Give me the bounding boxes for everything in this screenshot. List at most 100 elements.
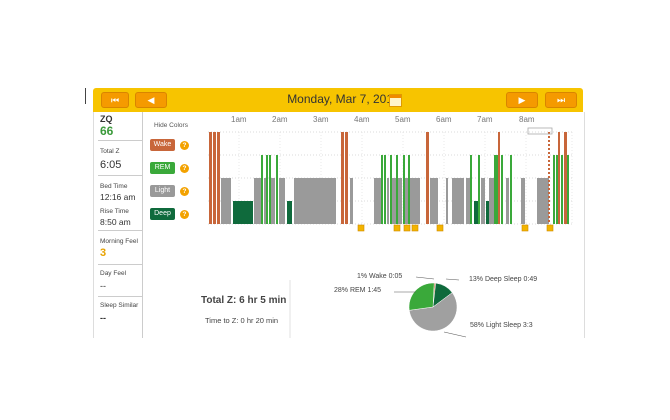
next-night-button[interactable]: ▶ (506, 92, 538, 108)
rem-bar (496, 155, 498, 224)
first-night-button[interactable]: ⏮ (101, 92, 129, 108)
rem-bar (561, 155, 563, 224)
pie-label-rem: 28% REM 1:45 (334, 287, 382, 294)
night-details-panel: ZQ 66 Total Z 6:05 Bed Time 12:16 am Ris… (93, 112, 585, 338)
arrow-left-icon: ◀ (147, 95, 155, 105)
light-help-icon[interactable]: ? (180, 187, 189, 196)
wake-bar (213, 132, 216, 224)
morning-feel-label: Morning Feel (100, 238, 138, 245)
wake-bar (426, 132, 429, 224)
last-night-button[interactable]: ⏭ (545, 92, 577, 108)
legend-light[interactable]: Light (150, 185, 175, 197)
rem-bars (261, 155, 569, 224)
light-bar (521, 178, 525, 224)
note-icon (393, 224, 401, 232)
pie-label-light: 58% Light Sleep 3:3 (470, 322, 533, 329)
pie-slice-light-sleep (408, 292, 458, 332)
hour-label-3am: 3am (313, 115, 329, 124)
skip-forward-icon: ⏭ (556, 95, 566, 105)
wake-bar (564, 132, 567, 224)
light-bar (398, 178, 402, 224)
rem-bar (494, 155, 496, 224)
total-z-summary: Total Z: 6 hr 5 min (201, 295, 287, 306)
light-bar (374, 178, 382, 224)
rem-bar (276, 155, 278, 224)
sleep-similar-label: Sleep Similar (100, 302, 139, 309)
calendar-icon[interactable] (389, 94, 402, 107)
deep-bar (486, 201, 489, 224)
wake-bar (498, 132, 500, 224)
wake-bars (209, 132, 567, 224)
deep-bar (474, 201, 478, 224)
deep-bars (233, 201, 489, 224)
hour-label-5am: 5am (395, 115, 411, 124)
note-icon (357, 224, 365, 232)
note-icon (411, 224, 419, 232)
wake-bar (217, 132, 220, 224)
light-bar (506, 178, 509, 224)
rem-bar (381, 155, 383, 224)
time-to-z-summary: Time to Z: 0 hr 20 min (205, 316, 279, 325)
rem-bar (396, 155, 398, 224)
rem-bar (261, 155, 263, 224)
light-bar (271, 178, 275, 224)
pie-label-wake: 1% Wake 0:05 (357, 273, 403, 280)
previous-night-button[interactable]: ◀ (135, 92, 167, 108)
note-icon (403, 224, 411, 232)
light-bar (537, 178, 549, 224)
rem-bar (390, 155, 392, 224)
wake-bar (345, 132, 348, 224)
total-z-label: Total Z (100, 148, 120, 155)
rem-bar (384, 155, 386, 224)
light-bar (387, 178, 389, 224)
bed-time-label: Bed Time (100, 183, 128, 190)
rem-bar (501, 155, 503, 224)
light-bar (481, 178, 485, 224)
rem-bar (269, 155, 271, 224)
hour-label-4am: 4am (354, 115, 370, 124)
light-bar (264, 178, 266, 224)
hour-label-1am: 1am (231, 115, 247, 124)
light-bar (405, 178, 408, 224)
wake-bar (209, 132, 212, 224)
rem-bar (266, 155, 268, 224)
light-bar (392, 178, 396, 224)
light-bar (294, 178, 336, 224)
morning-feel-value: 3 (100, 247, 107, 259)
day-feel-label: Day Feel (100, 270, 127, 277)
stage-pie-chart (408, 282, 458, 332)
zq-value: 66 (100, 124, 114, 138)
stats-sidebar: ZQ 66 Total Z 6:05 Bed Time 12:16 am Ris… (98, 112, 143, 338)
wake-help-icon[interactable]: ? (180, 141, 189, 150)
hour-label-7am: 7am (477, 115, 493, 124)
rem-help-icon[interactable]: ? (180, 164, 189, 173)
light-bar (279, 178, 285, 224)
legend-rem[interactable]: REM (150, 162, 175, 174)
current-date: Monday, Mar 7, 2011 (287, 92, 399, 106)
rise-time-value: 8:50 am (100, 217, 131, 227)
hour-label-6am: 6am (436, 115, 452, 124)
rem-bar (478, 155, 480, 224)
rem-bar (403, 155, 405, 224)
day-feel-value: -- (100, 281, 106, 291)
zq-label: ZQ (100, 114, 113, 124)
zeo-sleep-app: ⏮ ◀ Monday, Mar 7, 2011 ▶ ⏭ ZQ 66 Total … (93, 88, 585, 338)
legend-wake[interactable]: Wake (150, 139, 175, 151)
wake-bar (558, 132, 560, 224)
legend-deep[interactable]: Deep (150, 208, 175, 220)
light-bar (466, 178, 470, 224)
deep-help-icon[interactable]: ? (180, 210, 189, 219)
light-bar (430, 178, 438, 224)
pie-slice-rem (408, 282, 435, 311)
note-icon (521, 224, 529, 232)
deep-bar (287, 201, 292, 224)
rem-bar (470, 155, 472, 224)
arrow-right-icon: ▶ (518, 95, 526, 105)
light-bar (410, 178, 420, 224)
date-header-bar: ⏮ ◀ Monday, Mar 7, 2011 ▶ ⏭ (93, 88, 583, 113)
hypnogram-graph (208, 127, 574, 338)
light-bar (489, 178, 496, 224)
note-icon (546, 224, 554, 232)
hide-colors-link[interactable]: Hide Colors (154, 122, 188, 129)
alarm-note-icons (357, 224, 554, 232)
